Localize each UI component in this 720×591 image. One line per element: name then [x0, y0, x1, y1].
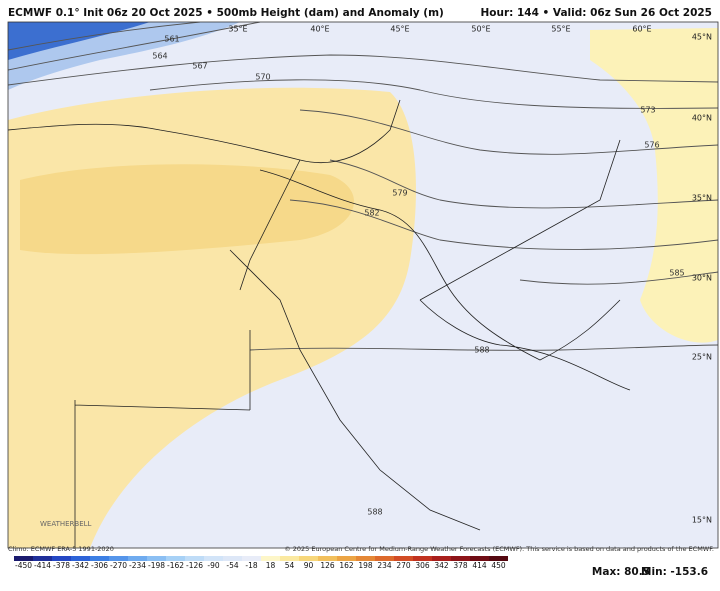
contour-label: 582	[364, 209, 379, 218]
contour-label: 564	[152, 52, 167, 61]
contour-line	[289, 199, 718, 250]
colorbar-swatch	[356, 556, 375, 561]
contour-label: 567	[192, 62, 207, 71]
colorbar-label: -198	[148, 561, 165, 570]
colorbar-label: -378	[53, 561, 70, 570]
longitude-label: 45°E	[390, 25, 409, 34]
colorbar-swatch	[337, 556, 356, 561]
colorbar-swatch	[204, 556, 223, 561]
colorbar-swatch	[147, 556, 166, 561]
valid-time: Hour: 144 • Valid: 06z Sun 26 Oct 2025	[480, 7, 712, 19]
colorbar-label: -342	[72, 561, 89, 570]
colorbar-swatch	[223, 556, 242, 561]
colorbar-label: 162	[339, 561, 354, 570]
colorbar-label: -126	[186, 561, 203, 570]
colorbar-swatch	[470, 556, 489, 561]
colorbar-label: 378	[453, 561, 468, 570]
colorbar-swatch	[52, 556, 71, 561]
map	[8, 22, 718, 548]
colorbar-label: -450	[15, 561, 32, 570]
colorbar-label: -90	[207, 561, 219, 570]
colorbar-swatch	[318, 556, 337, 561]
latitude-label: 30°N	[692, 274, 712, 283]
colorbar-label: 198	[358, 561, 373, 570]
colorbar-swatch	[128, 556, 147, 561]
colorbar-label: 234	[377, 561, 392, 570]
latitude-label: 45°N	[692, 33, 712, 42]
colorbar-label: -234	[129, 561, 146, 570]
contour-label: 576	[644, 141, 659, 150]
colorbar-label: 54	[285, 561, 295, 570]
coastline	[8, 99, 631, 531]
colorbar-label: 18	[266, 561, 276, 570]
longitude-label: 50°E	[471, 25, 490, 34]
contour-label: 588	[367, 508, 382, 517]
colorbar-label: -414	[34, 561, 51, 570]
colorbar-label: 414	[472, 561, 487, 570]
contour-line	[8, 54, 718, 86]
contour-line	[299, 109, 718, 155]
colorbar-label: -54	[226, 561, 238, 570]
latitude-label: 35°N	[692, 194, 712, 203]
colorbar-swatch	[33, 556, 52, 561]
colorbar-swatch	[185, 556, 204, 561]
contour-line	[329, 159, 718, 209]
contour-label: 585	[669, 269, 684, 278]
colorbar-swatch	[90, 556, 109, 561]
contour-line	[8, 22, 261, 71]
colorbar-label: 450	[491, 561, 506, 570]
contour-label: 561	[164, 35, 179, 44]
max-value: Max: 80.5	[592, 566, 650, 578]
longitude-label: 35°E	[228, 25, 247, 34]
colorbar-swatch	[14, 556, 33, 561]
colorbar-label: 90	[304, 561, 314, 570]
colorbar-swatch	[109, 556, 128, 561]
map-frame	[7, 21, 719, 549]
colorbar-label: -306	[91, 561, 108, 570]
copyright: © 2025 European Centre for Medium-Range …	[284, 545, 714, 553]
contour-line	[8, 22, 201, 51]
latitude-label: 25°N	[692, 353, 712, 362]
colorbar-label: 126	[320, 561, 335, 570]
border	[74, 139, 621, 548]
contour-label: 570	[255, 73, 270, 82]
header-title: ECMWF 0.1° Init 06z 20 Oct 2025 • 500mb …	[8, 7, 444, 19]
positive-anomaly-core	[20, 164, 354, 255]
colorbar-swatch	[280, 556, 299, 561]
colorbar-swatch	[451, 556, 470, 561]
colorbar-label: -162	[167, 561, 184, 570]
contour-line	[149, 79, 718, 109]
contour-line	[519, 271, 718, 285]
climo-note: Climo: ECMWF ERA-5 1991-2020	[8, 545, 114, 553]
colorbar-swatch	[489, 556, 508, 561]
positive-anomaly-east	[590, 28, 718, 343]
colorbar-swatch	[432, 556, 451, 561]
latitude-label: 40°N	[692, 114, 712, 123]
colorbar-swatch	[394, 556, 413, 561]
colorbar-swatch	[71, 556, 90, 561]
logo: WEATHERBELL	[40, 520, 92, 528]
contour-label: 573	[640, 106, 655, 115]
colorbar-swatch	[242, 556, 261, 561]
colorbar-swatch	[375, 556, 394, 561]
colorbar-swatch	[413, 556, 432, 561]
longitude-label: 40°E	[310, 25, 329, 34]
colorbar-swatch	[299, 556, 318, 561]
colorbar-label: 270	[396, 561, 411, 570]
colorbar-label: -270	[110, 561, 127, 570]
colorbar-label: 306	[415, 561, 430, 570]
latitude-label: 15°N	[692, 516, 712, 525]
contour-label: 588	[474, 346, 489, 355]
colorbar-swatch	[166, 556, 185, 561]
longitude-label: 55°E	[551, 25, 570, 34]
longitude-label: 60°E	[632, 25, 651, 34]
contour-label: 579	[392, 189, 407, 198]
colorbar-swatch	[261, 556, 280, 561]
min-value: Min: -153.6	[641, 566, 708, 578]
colorbar-label: 342	[434, 561, 449, 570]
colorbar-label: -18	[245, 561, 257, 570]
negative-anomaly-core	[8, 22, 150, 60]
